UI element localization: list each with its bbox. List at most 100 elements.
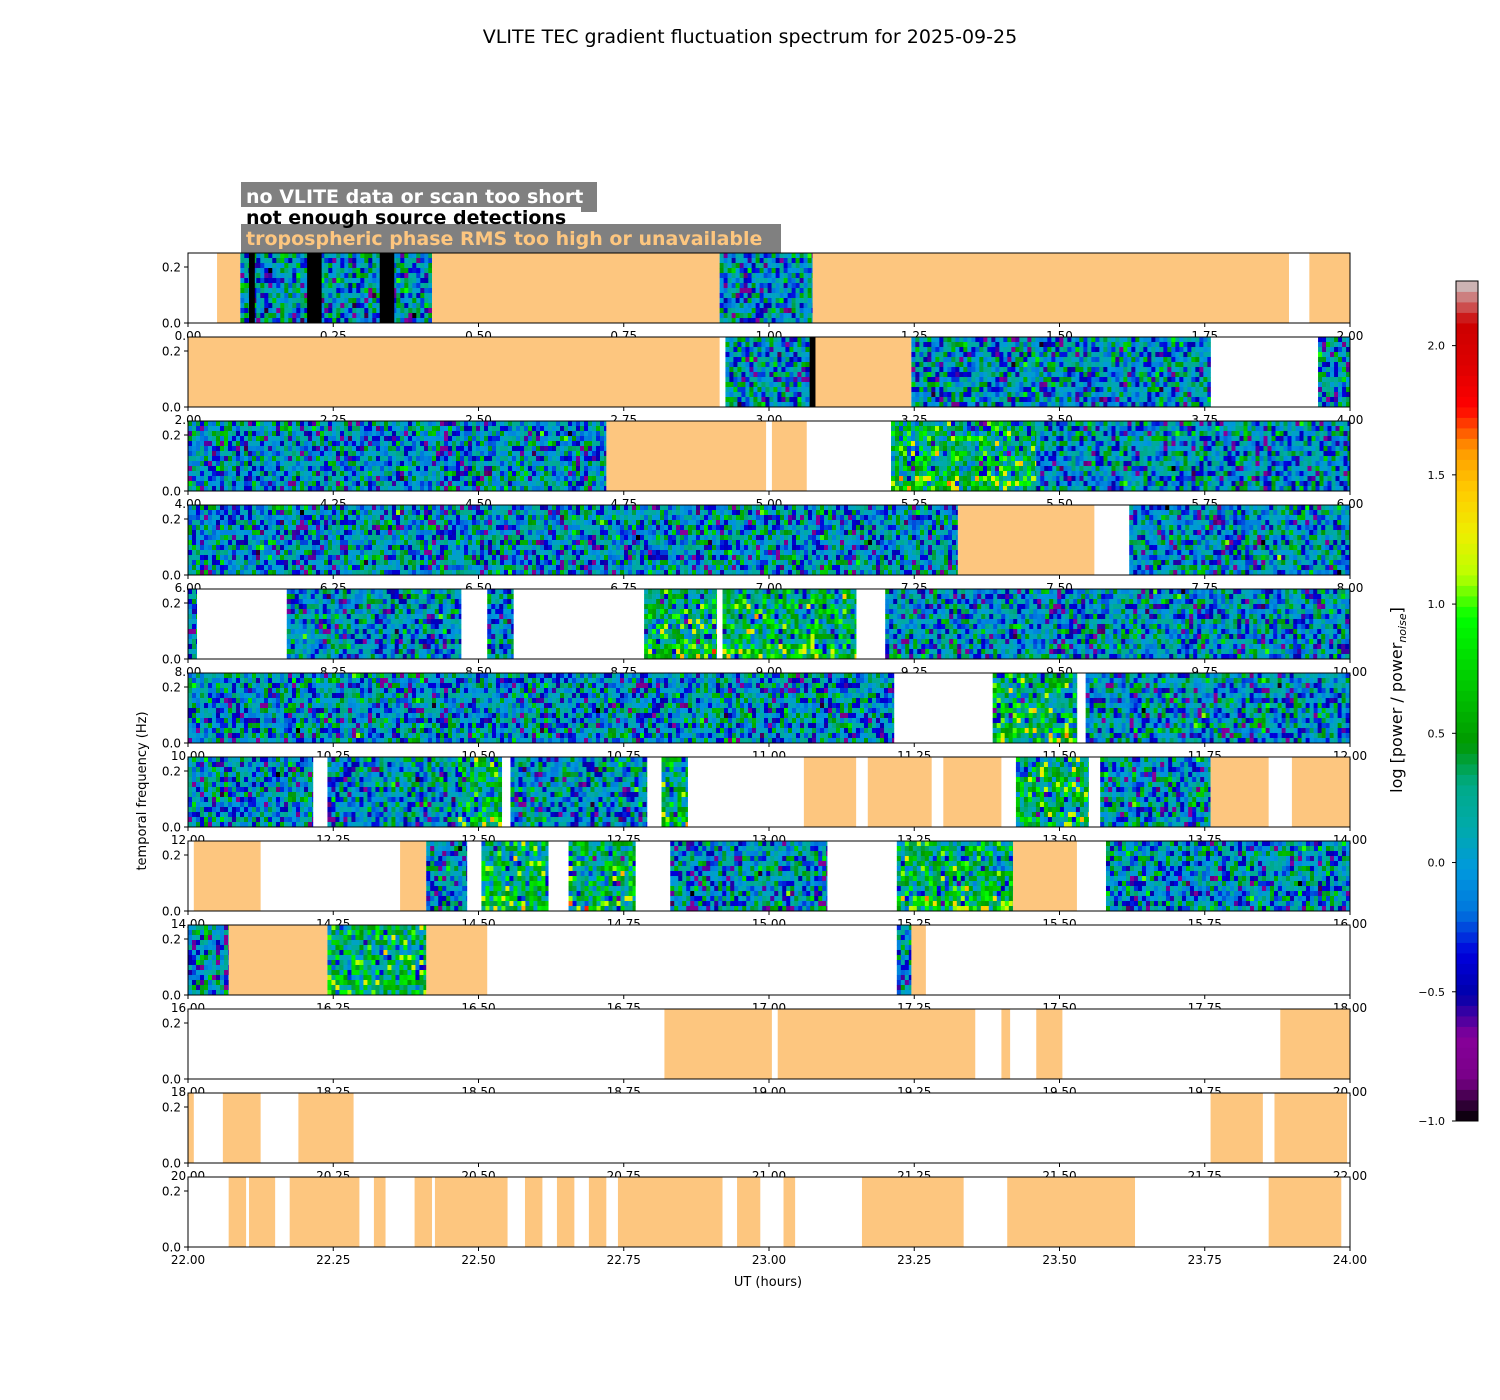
- spectrum-cell: [452, 456, 457, 462]
- spectrum-cell: [240, 446, 245, 452]
- spectrum-cell: [1135, 466, 1140, 472]
- spectrum-cell: [761, 377, 766, 383]
- spectrum-cell: [352, 451, 357, 457]
- spectrum-cell: [1159, 471, 1164, 477]
- spectrum-cell: [745, 342, 750, 348]
- spectrum-cell: [344, 426, 349, 432]
- spectrum-cell: [935, 446, 940, 452]
- spectrum-cell: [979, 367, 984, 373]
- spectrum-cell: [416, 426, 421, 432]
- spectrum-cell: [935, 362, 940, 368]
- spectrum-cell: [1326, 392, 1331, 398]
- spectrum-cell: [568, 426, 573, 432]
- spectrum-cell: [216, 476, 221, 482]
- spectrum-cell: [408, 446, 413, 452]
- spectrum-cell: [1179, 372, 1184, 378]
- spectrum-cell: [464, 441, 469, 447]
- spectrum-cell: [951, 392, 956, 398]
- spectrum-cell: [1007, 352, 1012, 358]
- spectrum-cell: [424, 308, 429, 314]
- spectrum-cell: [1111, 377, 1116, 383]
- spectrum-cell: [604, 476, 607, 482]
- spectrum-cell: [540, 436, 545, 442]
- spectrum-cell: [931, 377, 936, 383]
- spectrum-cell: [536, 471, 541, 477]
- spectrum-cell: [356, 278, 361, 284]
- spectrum-cell: [967, 441, 972, 447]
- spectrum-cell: [476, 451, 481, 457]
- spectrum-cell: [1119, 421, 1124, 427]
- spectrum-cell: [428, 481, 433, 487]
- spectrum-cell: [280, 436, 285, 442]
- spectrum-cell: [348, 263, 353, 269]
- spectrum-cell: [204, 431, 209, 437]
- spectrum-cell: [1131, 426, 1136, 432]
- spectrum-cell: [1203, 397, 1208, 403]
- spectrum-cell: [320, 441, 325, 447]
- spectrum-cell: [755, 303, 760, 309]
- spectrum-cell: [1023, 461, 1028, 467]
- spectrum-cell: [1055, 402, 1060, 408]
- spectrum-cell: [729, 377, 734, 383]
- spectrum-cell: [963, 481, 968, 487]
- spectrum-cell: [236, 441, 241, 447]
- spectrum-cell: [987, 461, 992, 467]
- spectrum-cell: [256, 278, 261, 284]
- spectrum-cell: [420, 278, 425, 284]
- spectrum-cell: [991, 431, 996, 437]
- spectrum-cell: [304, 451, 309, 457]
- spectrum-cell: [971, 337, 976, 343]
- spectrum-cell: [492, 421, 497, 427]
- spectrum-cell: [360, 481, 365, 487]
- spectrum-cell: [424, 436, 429, 442]
- spectrum-cell: [348, 486, 353, 492]
- spectrum-cell: [1015, 397, 1020, 403]
- spectrum-cell: [260, 441, 265, 447]
- spectrum-cell: [296, 461, 301, 467]
- spectrum-cell: [320, 486, 325, 492]
- spectrum-cell: [476, 461, 481, 467]
- spectrum-cell: [927, 352, 932, 358]
- spectrum-cell: [1195, 387, 1200, 393]
- spectrum-cell: [777, 362, 782, 368]
- spectrum-cell: [947, 372, 952, 378]
- spectrum-cell: [1095, 372, 1100, 378]
- spectrum-cell: [548, 486, 553, 492]
- spectrum-cell: [1023, 481, 1028, 487]
- spectrum-cell: [292, 298, 297, 304]
- spectrum-cell: [272, 298, 277, 304]
- spectrum-cell: [316, 426, 321, 432]
- spectrum-cell: [767, 263, 772, 269]
- spectrum-cell: [528, 451, 533, 457]
- spectrum-cell: [999, 446, 1004, 452]
- spectrum-cell: [420, 441, 425, 447]
- spectrum-cell: [795, 268, 800, 274]
- spectrum-cell: [412, 298, 417, 304]
- spectrum-cell: [512, 481, 517, 487]
- spectrum-cell: [1159, 387, 1164, 393]
- spectrum-cell: [759, 268, 764, 274]
- spectrum-cell: [1007, 436, 1012, 442]
- spectrum-cell: [340, 471, 345, 477]
- spectrum-cell: [1191, 377, 1196, 383]
- spectrum-cell: [196, 431, 201, 437]
- spectrum-cell: [268, 278, 273, 284]
- spectrum-cell: [943, 372, 948, 378]
- spectrum-cell: [404, 481, 409, 487]
- spectrum-cell: [352, 258, 357, 264]
- spectrum-cell: [352, 273, 357, 279]
- spectrum-cell: [987, 476, 992, 482]
- spectrum-cell: [1035, 392, 1040, 398]
- spectrum-cell: [448, 466, 453, 472]
- spectrum-cell: [432, 456, 437, 462]
- spectrum-cell: [604, 446, 607, 452]
- spectrum-cell: [476, 441, 481, 447]
- spectrum-cell: [428, 466, 433, 472]
- spectrum-cell: [759, 283, 764, 289]
- spectrum-cell: [232, 466, 237, 472]
- spectrum-cell: [805, 372, 810, 378]
- spectrum-cell: [1203, 382, 1208, 388]
- spectrum-cell: [793, 362, 798, 368]
- spectrum-cell: [420, 253, 425, 259]
- spectrum-cell: [252, 436, 257, 442]
